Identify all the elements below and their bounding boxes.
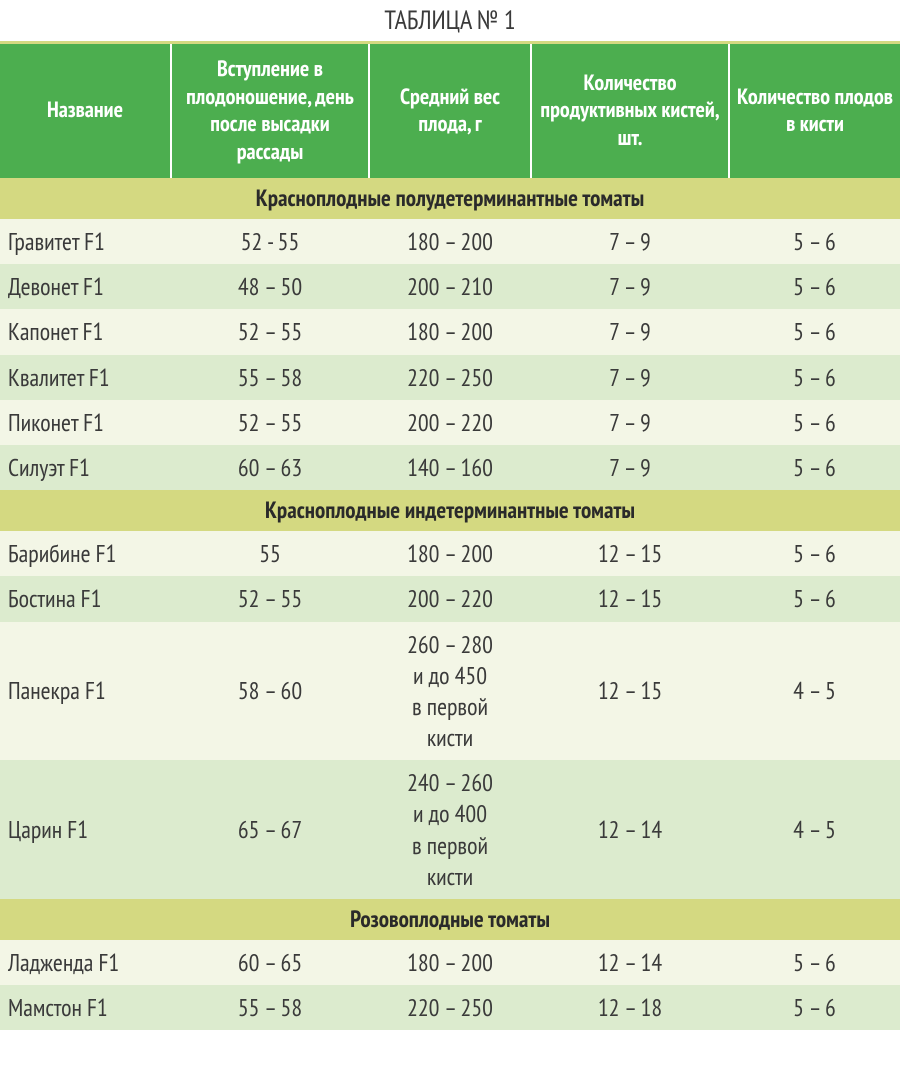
cell-fruiting-days: 52 – 55 <box>171 400 369 445</box>
cell-avg-weight: 180 – 200 <box>369 531 531 576</box>
cell-fruits-per: 5 – 6 <box>729 309 900 354</box>
cell-name: Гравитет F1 <box>0 219 171 264</box>
cell-clusters: 7 – 9 <box>531 400 729 445</box>
section-header: Красноплодные полудетерминантные томаты <box>0 178 900 219</box>
col-header-name: Название <box>0 44 171 178</box>
table-row: Панекра F158 – 60260 – 280и до 450в перв… <box>0 622 900 761</box>
cell-fruiting-days: 48 – 50 <box>171 264 369 309</box>
cell-name: Бостина F1 <box>0 576 171 621</box>
cell-clusters: 7 – 9 <box>531 445 729 490</box>
cell-fruiting-days: 55 – 58 <box>171 985 369 1030</box>
cell-avg-weight: 240 – 260и до 400в первойкисти <box>369 760 531 899</box>
table-row: Пиконет F152 – 55200 – 2207 – 95 – 6 <box>0 400 900 445</box>
cell-fruiting-days: 55 – 58 <box>171 355 369 400</box>
cell-name: Барибине F1 <box>0 531 171 576</box>
cell-name: Квалитет F1 <box>0 355 171 400</box>
section-title: Розовоплодные томаты <box>0 899 900 940</box>
cell-avg-weight: 200 – 220 <box>369 400 531 445</box>
col-header-fruiting: Вступление в плодоношение, день после вы… <box>171 44 369 178</box>
table-row: Девонет F148 – 50200 – 2107 – 95 – 6 <box>0 264 900 309</box>
table-row: Ладженда F160 – 65180 – 20012 – 145 – 6 <box>0 940 900 985</box>
cell-name: Панекра F1 <box>0 622 171 761</box>
cell-fruits-per: 5 – 6 <box>729 445 900 490</box>
section-header: Красноплодные индетерминантные томаты <box>0 490 900 531</box>
cell-name: Пиконет F1 <box>0 400 171 445</box>
cell-clusters: 7 – 9 <box>531 219 729 264</box>
cell-clusters: 12 – 15 <box>531 576 729 621</box>
cell-fruits-per: 5 – 6 <box>729 355 900 400</box>
cell-clusters: 7 – 9 <box>531 264 729 309</box>
table-body: Красноплодные полудетерминантные томатыГ… <box>0 178 900 1030</box>
tomato-table: Название Вступление в плодоношение, день… <box>0 44 900 1030</box>
cell-fruiting-days: 58 – 60 <box>171 622 369 761</box>
cell-fruiting-days: 52 – 55 <box>171 576 369 621</box>
cell-clusters: 12 – 15 <box>531 531 729 576</box>
table-header: Название Вступление в плодоношение, день… <box>0 44 900 178</box>
col-header-fruits: Количество плодов в кисти <box>729 44 900 178</box>
table-row: Бостина F152 – 55200 – 22012 – 155 – 6 <box>0 576 900 621</box>
cell-clusters: 7 – 9 <box>531 355 729 400</box>
table-row: Гравитет F152 - 55180 – 2007 – 95 – 6 <box>0 219 900 264</box>
cell-clusters: 12 – 14 <box>531 760 729 899</box>
cell-fruiting-days: 55 <box>171 531 369 576</box>
cell-avg-weight: 200 – 220 <box>369 576 531 621</box>
cell-fruits-per: 4 – 5 <box>729 622 900 761</box>
section-header: Розовоплодные томаты <box>0 899 900 940</box>
cell-avg-weight: 200 – 210 <box>369 264 531 309</box>
cell-name: Царин F1 <box>0 760 171 899</box>
cell-fruits-per: 5 – 6 <box>729 400 900 445</box>
cell-fruits-per: 4 – 5 <box>729 760 900 899</box>
table-row: Барибине F155180 – 20012 – 155 – 6 <box>0 531 900 576</box>
cell-avg-weight: 180 – 200 <box>369 940 531 985</box>
section-title: Красноплодные полудетерминантные томаты <box>0 178 900 219</box>
section-title: Красноплодные индетерминантные томаты <box>0 490 900 531</box>
cell-fruiting-days: 52 - 55 <box>171 219 369 264</box>
cell-fruiting-days: 52 – 55 <box>171 309 369 354</box>
cell-fruits-per: 5 – 6 <box>729 264 900 309</box>
cell-clusters: 12 – 15 <box>531 622 729 761</box>
cell-fruiting-days: 60 – 65 <box>171 940 369 985</box>
table-row: Силуэт F160 – 63140 – 1607 – 95 – 6 <box>0 445 900 490</box>
table-container: ТАБЛИЦА № 1 Название Вступление в плодон… <box>0 0 900 1030</box>
cell-avg-weight: 260 – 280и до 450в первойкисти <box>369 622 531 761</box>
cell-fruiting-days: 65 – 67 <box>171 760 369 899</box>
cell-clusters: 7 – 9 <box>531 309 729 354</box>
table-row: Мамстон F155 – 58220 – 25012 – 185 – 6 <box>0 985 900 1030</box>
cell-name: Девонет F1 <box>0 264 171 309</box>
cell-avg-weight: 180 – 200 <box>369 219 531 264</box>
table-row: Капонет F152 – 55180 – 2007 – 95 – 6 <box>0 309 900 354</box>
table-row: Квалитет F155 – 58220 – 2507 – 95 – 6 <box>0 355 900 400</box>
cell-fruits-per: 5 – 6 <box>729 576 900 621</box>
cell-avg-weight: 140 – 160 <box>369 445 531 490</box>
cell-fruits-per: 5 – 6 <box>729 940 900 985</box>
cell-avg-weight: 220 – 250 <box>369 355 531 400</box>
cell-clusters: 12 – 18 <box>531 985 729 1030</box>
cell-clusters: 12 – 14 <box>531 940 729 985</box>
cell-name: Мамстон F1 <box>0 985 171 1030</box>
table-title: ТАБЛИЦА № 1 <box>0 0 900 44</box>
cell-avg-weight: 180 – 200 <box>369 309 531 354</box>
cell-fruits-per: 5 – 6 <box>729 985 900 1030</box>
table-row: Царин F165 – 67240 – 260и до 400в первой… <box>0 760 900 899</box>
col-header-weight: Средний вес плода, г <box>369 44 531 178</box>
cell-name: Силуэт F1 <box>0 445 171 490</box>
cell-avg-weight: 220 – 250 <box>369 985 531 1030</box>
cell-fruits-per: 5 – 6 <box>729 531 900 576</box>
cell-fruits-per: 5 – 6 <box>729 219 900 264</box>
col-header-clusters: Количество продуктивных кистей, шт. <box>531 44 729 178</box>
cell-fruiting-days: 60 – 63 <box>171 445 369 490</box>
cell-name: Ладженда F1 <box>0 940 171 985</box>
cell-name: Капонет F1 <box>0 309 171 354</box>
